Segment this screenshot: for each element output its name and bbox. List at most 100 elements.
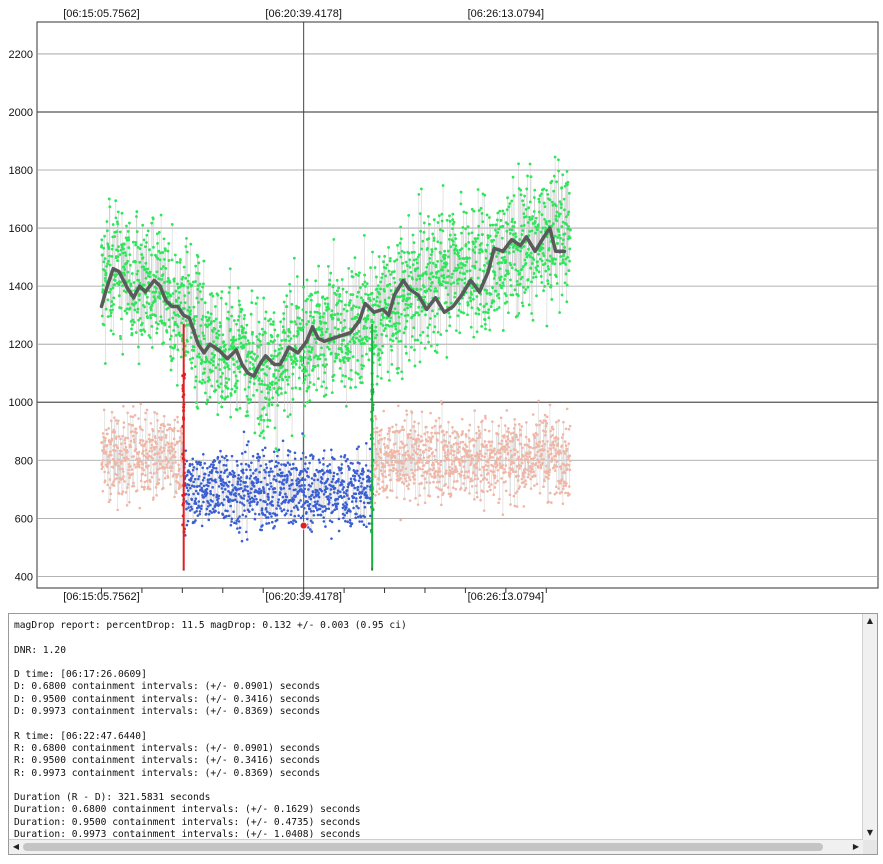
reference-point [285,305,289,308]
baseline-point [128,500,131,504]
reference-point [341,329,344,332]
occulted-point [197,475,201,478]
reference-point [516,294,520,298]
reference-point [494,223,498,227]
reference-point [416,311,419,314]
reference-point [565,283,569,287]
reference-point [247,401,251,405]
reference-point [171,357,175,360]
reference-point [455,268,459,272]
baseline-point [117,464,120,468]
reference-point [541,246,545,250]
reference-point [484,310,488,314]
light-curve-plot[interactable]: 400 600 800 1000 1200 1400 1600 1800 2000 2200 [06… [0,0,883,608]
reference-point [371,250,374,254]
reference-point [214,317,218,321]
reference-point [305,322,309,326]
reference-point [234,338,238,342]
reference-point [389,273,393,276]
reference-point [125,224,128,228]
reference-point [556,158,560,162]
occulted-point [196,492,200,496]
reference-point [388,259,392,263]
occulted-point [195,509,198,513]
reference-point [182,265,186,269]
reference-point [324,330,328,334]
reference-point [530,217,534,221]
reference-point [448,219,452,223]
occulted-point [187,502,191,506]
reference-point [253,352,256,356]
reference-point [478,251,482,255]
reference-point [142,283,146,287]
reference-point [144,276,148,280]
reference-point [508,232,512,235]
reference-point [160,278,164,281]
reference-point [183,294,187,297]
reference-point [488,216,491,219]
reference-point [529,266,533,270]
reference-point [456,251,460,255]
reference-point [211,330,215,333]
reference-point [184,319,188,322]
reference-point [302,350,306,354]
reference-point [503,292,507,295]
baseline-point [165,458,169,461]
reference-point [206,398,209,402]
reference-point [567,269,571,272]
reference-point [273,354,276,358]
reference-point [413,348,416,352]
reference-point [108,263,112,267]
reference-point [169,368,173,372]
baseline-point [129,439,133,443]
reference-point [427,214,430,218]
baseline-point [108,498,112,502]
reference-point [401,261,405,265]
light-curve-svg[interactable]: 4006008001000120014001600180020002200[06… [0,0,883,608]
occulted-point [185,523,189,527]
reference-point [307,350,311,353]
reference-point [318,315,322,319]
reference-point [354,385,357,389]
y-tick-label: 1400 [9,281,33,293]
reference-point [422,272,425,276]
reference-point [245,410,249,414]
reference-point [122,265,126,269]
reference-point [126,259,130,263]
reference-point [508,228,512,232]
reference-point [428,277,432,281]
reference-point [186,279,190,283]
reference-point [446,293,450,297]
reference-point [411,277,415,281]
reference-point [246,414,250,418]
reference-point [315,388,319,392]
reference-point [222,360,226,364]
reference-point [350,378,353,381]
reference-point [238,370,242,374]
baseline-point [174,461,177,464]
reference-point [556,242,560,245]
reference-point [419,229,423,233]
reference-point [138,281,142,285]
reference-point [171,316,175,320]
reference-point [445,301,448,304]
reference-point [295,304,298,308]
reference-point [156,322,160,326]
baseline-point [117,435,121,438]
reference-point [351,293,355,297]
reference-point [113,275,117,278]
occulted-point [207,518,211,522]
reference-point [340,342,344,346]
reference-point [312,319,316,322]
reference-point [482,263,486,267]
reference-point [528,200,532,204]
baseline-point [152,445,156,449]
baseline-point [156,419,159,422]
reference-point [402,331,406,335]
reference-point [509,278,512,282]
reference-point [324,321,328,325]
reference-point [473,245,477,249]
reference-point [241,331,244,335]
reference-point [158,258,162,262]
reference-point [356,359,360,362]
